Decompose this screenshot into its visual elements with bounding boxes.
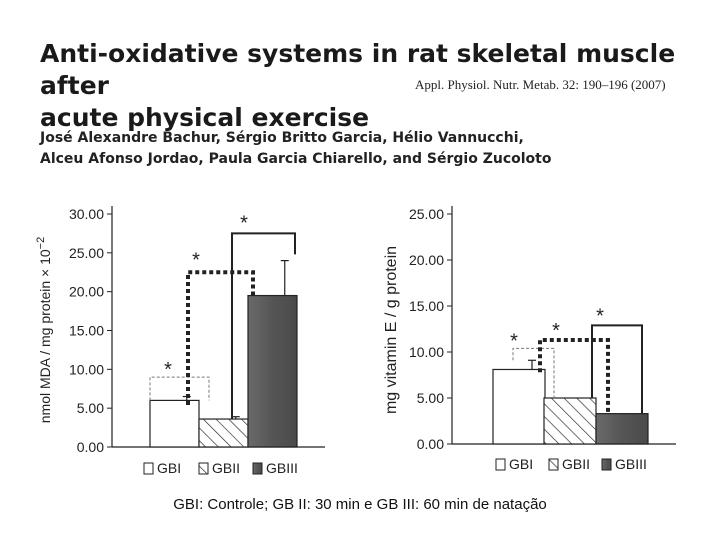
figure-caption: GBI: Controle; GB II: 30 min e GB III: 6…	[173, 496, 547, 513]
chart1-legend-label: GBIII	[266, 460, 298, 476]
chart2-legend-label: GBII	[562, 456, 590, 472]
authors-line-1: José Alexandre Bachur, Sérgio Britto Gar…	[40, 130, 524, 146]
chart1-bracket-solid	[231, 232, 296, 420]
chart2-legend-label: GBIII	[615, 456, 647, 472]
chart1-tick-label: 15.00	[69, 323, 104, 339]
chart2-tick-label: 20.00	[409, 252, 444, 268]
article-title: Anti-oxidative systems in rat skeletal m…	[40, 38, 700, 134]
chart2-bracket-solid	[591, 324, 643, 414]
chart2-y-axis-label: mg vitamin E / g protein	[383, 246, 400, 414]
chart2-bracket-thin	[512, 347, 555, 398]
chart1-tick-label: 30.00	[69, 206, 104, 222]
chart1-annotation-1: *	[164, 359, 172, 381]
chart2-tick-label: 15.00	[409, 298, 444, 314]
chart1-tick-label: 20.00	[69, 284, 104, 300]
chart1-bracket-dotted	[186, 270, 255, 405]
chart1-annotation-2: *	[192, 249, 200, 271]
chart2-legend-swatch-dark	[601, 458, 612, 471]
chart2-legend-swatch-white	[495, 458, 506, 471]
chart1-bracket-gbi	[149, 376, 210, 401]
chart1-legend-swatch-hatched	[198, 462, 209, 475]
author-list: José Alexandre Bachur, Sérgio Britto Gar…	[40, 128, 600, 170]
chart2-bar-gbii	[543, 397, 597, 445]
journal-citation: Appl. Physiol. Nutr. Metab. 32: 190–196 …	[415, 77, 666, 92]
chart1-y-axis-label: nmol MDA / mg protein × 10−2	[35, 237, 53, 423]
chart1-tick-label: 10.00	[69, 361, 104, 377]
chart1-legend-label: GBII	[212, 460, 240, 476]
chart2-bar-gbi	[492, 368, 546, 445]
chart1-tick-label: 0.00	[77, 439, 104, 455]
authors-line-2: Alceu Afonso Jordao, Paula Garcia Chiare…	[40, 151, 552, 167]
chart1-legend-label: GBI	[157, 460, 181, 476]
chart1-annotation-3: *	[240, 212, 248, 234]
chart2-bar-gbiii	[595, 413, 649, 445]
chart2-bracket-dotted	[538, 338, 610, 414]
chart2-tick-label: 0.00	[417, 436, 444, 452]
chart2-legend-swatch-hatched	[548, 458, 559, 471]
chart2-tick-label: 25.00	[409, 206, 444, 222]
chart1-bar-gbii	[198, 418, 249, 448]
chart1-tick-label: 25.00	[69, 245, 104, 261]
chart2-annotation-1: *	[510, 330, 518, 352]
chart1-bar-gbiii	[247, 294, 298, 448]
chart2-annotation-2: *	[552, 320, 560, 342]
chart1-tick-label: 5.00	[77, 400, 104, 416]
title-line-1: Anti-oxidative systems in rat skeletal m…	[40, 39, 676, 100]
chart1-bar-gbi	[149, 399, 200, 448]
chart1-legend-swatch-dark	[252, 462, 263, 475]
chart2-annotation-3: *	[596, 305, 604, 327]
chart2-tick-label: 5.00	[417, 390, 444, 406]
chart1-y-axis-exponent: −2	[35, 237, 47, 250]
chart2-tick-label: 10.00	[409, 344, 444, 360]
title-line-2: acute physical exercise	[40, 103, 370, 132]
chart1-legend-swatch-white	[143, 462, 154, 475]
chart2-legend-label: GBI	[509, 456, 533, 472]
